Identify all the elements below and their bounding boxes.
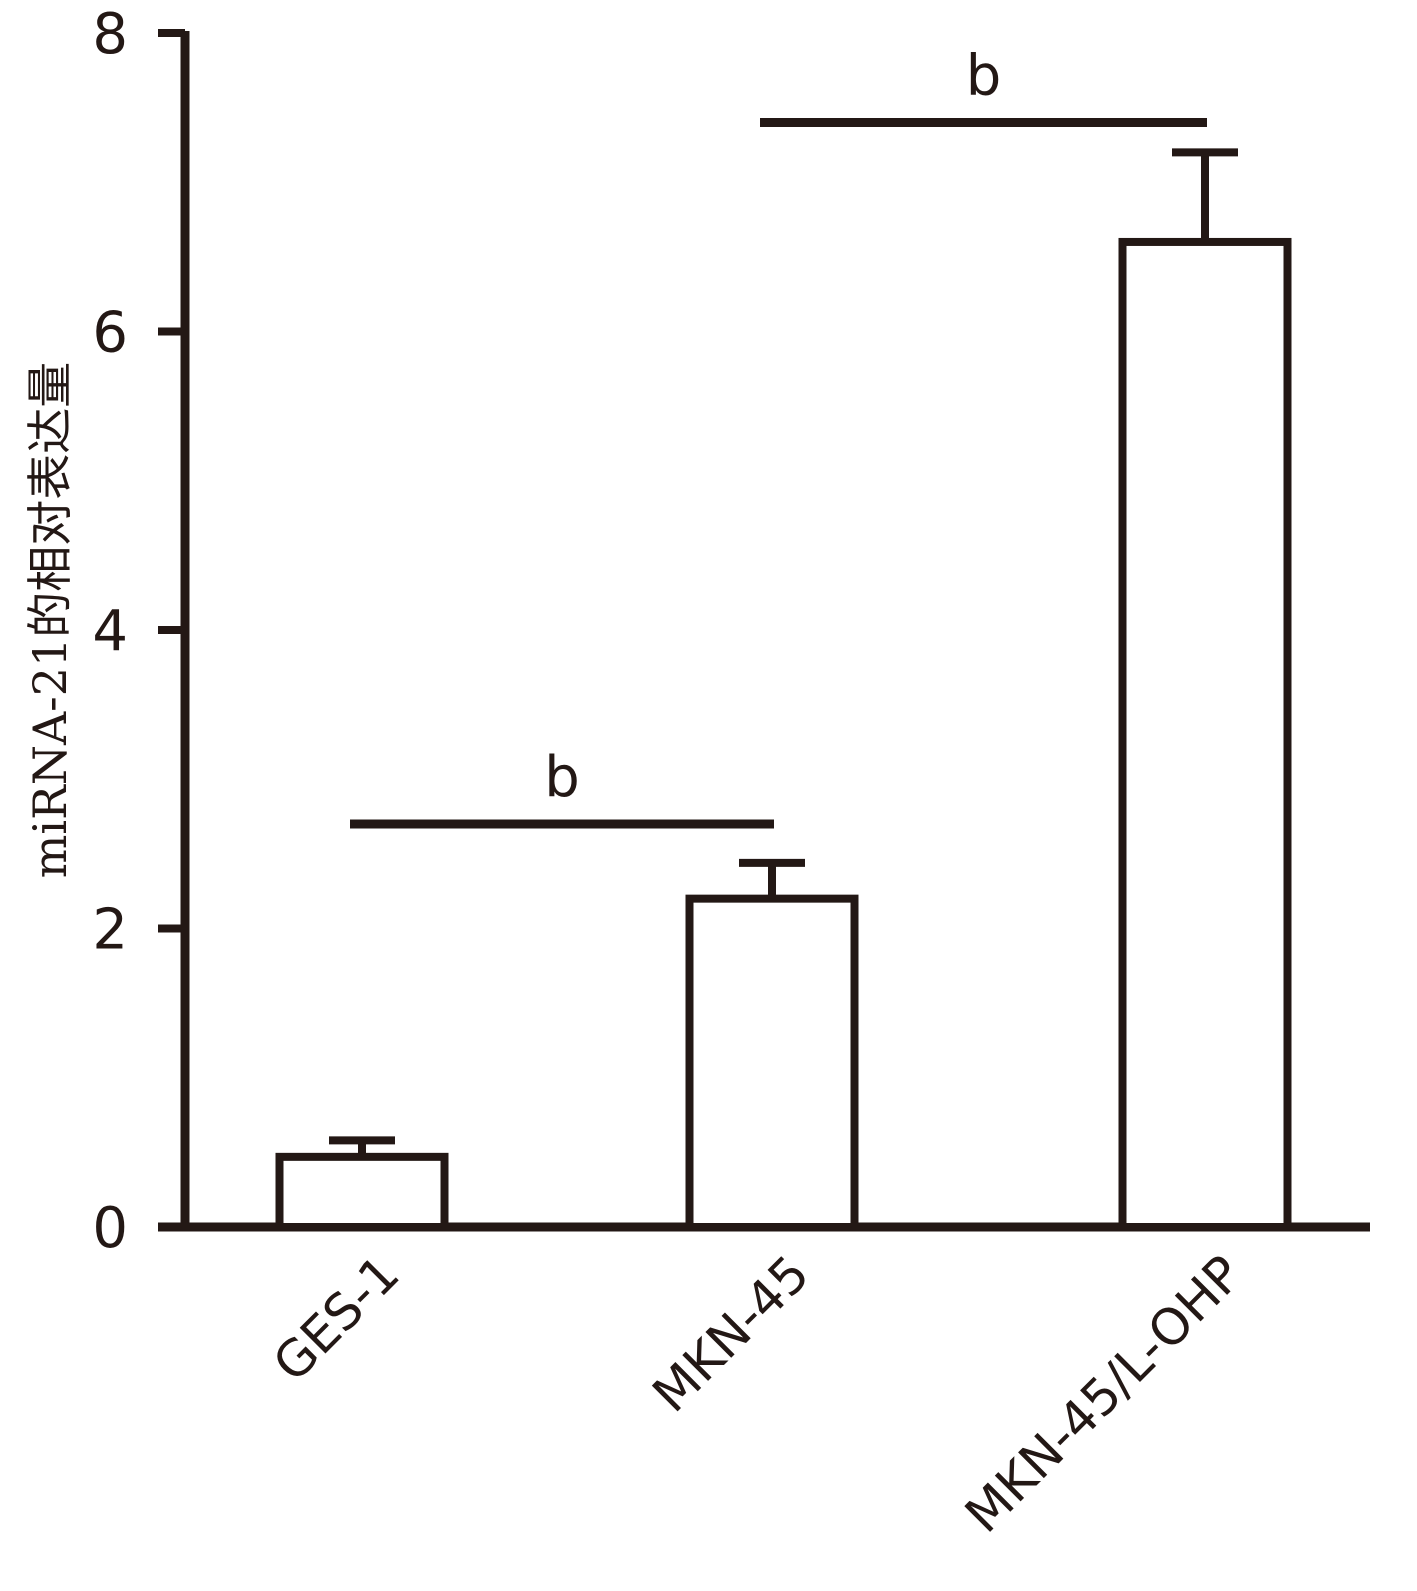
y-axis-title: miRNA-21的相对表达量 bbox=[23, 362, 77, 879]
labels: 0 2 4 6 8 miRNA-21的相对表达量 GES-1 MKN-45 MKN-45/L-O… bbox=[23, 2, 1253, 1544]
y-tick-label: 0 bbox=[92, 1196, 128, 1261]
y-tick-label: 8 bbox=[92, 2, 128, 67]
x-tick-label: MKN-45 bbox=[642, 1244, 821, 1423]
y-tick-label: 2 bbox=[92, 898, 128, 963]
significance-label: b bbox=[966, 44, 1002, 109]
bar-mkn-45 bbox=[685, 894, 859, 1232]
y-tick-label: 4 bbox=[92, 599, 128, 664]
bar-ges-1 bbox=[275, 1152, 449, 1232]
y-tick-label: 6 bbox=[92, 301, 128, 366]
bars bbox=[275, 148, 1292, 1232]
x-tick-label: MKN-45/L-OHP bbox=[954, 1244, 1253, 1543]
bar-mkn-45-l-ohp bbox=[1118, 237, 1292, 1231]
significance-markers: bb bbox=[350, 44, 1207, 829]
significance-label: b bbox=[544, 745, 580, 810]
x-tick-label: GES-1 bbox=[262, 1244, 410, 1392]
